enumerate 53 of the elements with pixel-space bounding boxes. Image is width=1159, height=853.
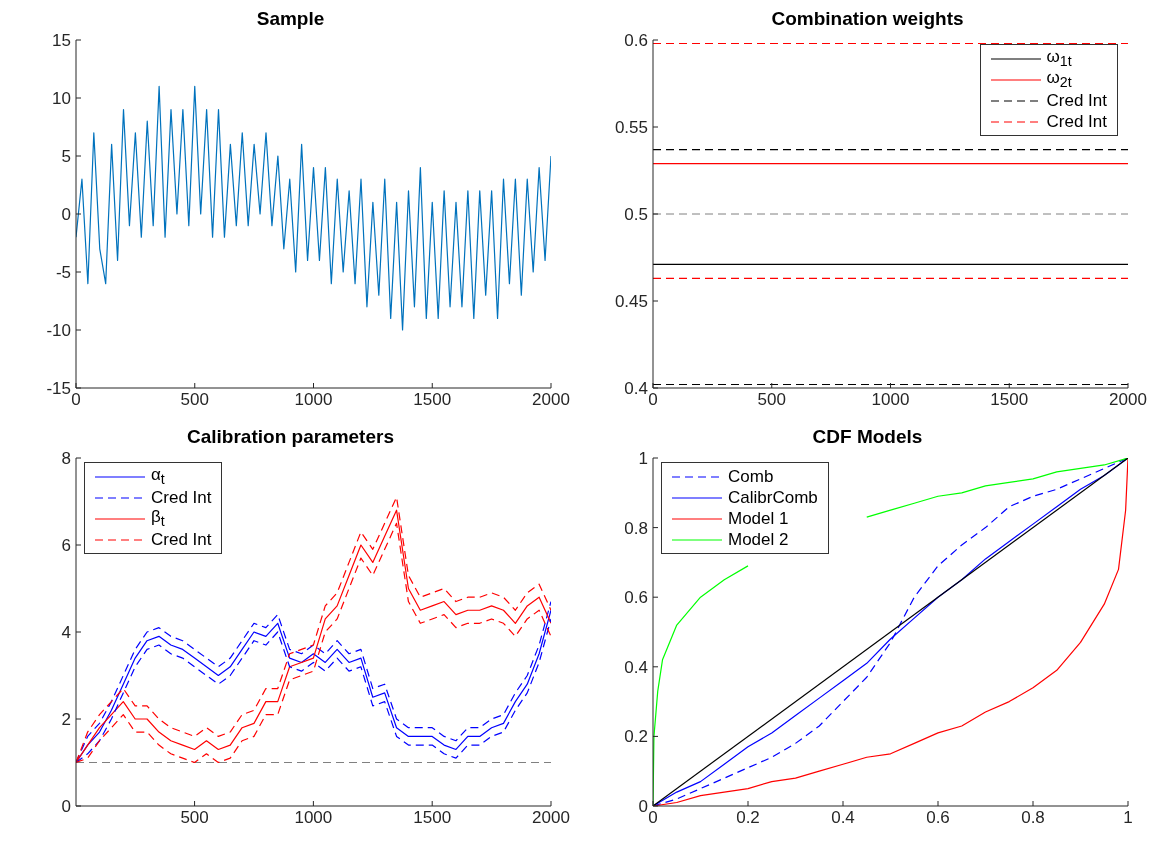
y-tick-label: 0.6 <box>624 31 648 51</box>
y-tick-label: 8 <box>61 449 71 469</box>
legend-label: Cred Int <box>1046 90 1107 111</box>
legend-label: Model 1 <box>728 508 789 529</box>
y-tick-label: 0.8 <box>624 518 648 538</box>
y-tick-label: -5 <box>55 263 71 283</box>
y-tick-label: 10 <box>52 89 71 109</box>
x-tick-label: 0.2 <box>736 808 760 828</box>
y-tick-label: 6 <box>61 536 71 556</box>
y-tick-label: 2 <box>61 710 71 730</box>
y-tick-label: 0.5 <box>624 205 648 225</box>
chart-title: Calibration parameters <box>187 426 394 447</box>
legend-label: ω$_{1t}$ <box>1046 47 1072 70</box>
y-tick-label: 0.2 <box>624 727 648 747</box>
chart-title: CDF Models <box>812 426 923 447</box>
legend-label: Comb <box>728 466 774 487</box>
legend-label: Cred Int <box>1046 111 1107 132</box>
y-tick-label: 0.4 <box>624 657 648 677</box>
x-tick-label: 1000 <box>294 390 333 410</box>
y-tick-label: -10 <box>46 321 71 341</box>
legend-label: Cred Int <box>151 529 212 550</box>
x-tick-label: 1500 <box>413 390 452 410</box>
x-tick-label: 1 <box>1123 808 1133 828</box>
y-tick-label: 0 <box>61 205 71 225</box>
y-tick-label: 0.6 <box>624 588 648 608</box>
legend-label: β$_{t}$ <box>151 507 165 530</box>
chart-title: Sample <box>256 8 325 29</box>
x-tick-label: 1500 <box>413 808 452 828</box>
x-tick-label: 0.6 <box>926 808 950 828</box>
legend-label: Cred Int <box>151 487 212 508</box>
legend-label: α$_{t}$ <box>151 465 165 488</box>
x-tick-label: 1500 <box>990 390 1029 410</box>
x-tick-label: 1000 <box>871 390 910 410</box>
y-tick-label: 5 <box>61 147 71 167</box>
legend-label: ω$_{2t}$ <box>1046 68 1072 91</box>
x-tick-label: 500 <box>180 390 209 410</box>
chart-title: Combination weights <box>771 8 964 29</box>
x-tick-label: 0.4 <box>831 808 855 828</box>
x-tick-label: 500 <box>757 390 786 410</box>
x-tick-label: 0.8 <box>1021 808 1045 828</box>
x-tick-label: 2000 <box>532 808 570 828</box>
x-tick-label: 500 <box>180 808 209 828</box>
y-tick-label: 15 <box>52 31 71 51</box>
y-tick-label: 0.55 <box>614 118 648 138</box>
y-tick-label: 4 <box>61 623 71 643</box>
x-tick-label: 1000 <box>294 808 333 828</box>
legend-label: CalibrComb <box>728 487 818 508</box>
y-tick-label: 0.45 <box>614 292 648 312</box>
legend-label: Model 2 <box>728 529 789 550</box>
y-tick-label: 1 <box>638 449 648 469</box>
y-tick-label: -15 <box>46 379 71 399</box>
x-tick-label: 2000 <box>532 390 570 410</box>
x-tick-label: 2000 <box>1109 390 1147 410</box>
